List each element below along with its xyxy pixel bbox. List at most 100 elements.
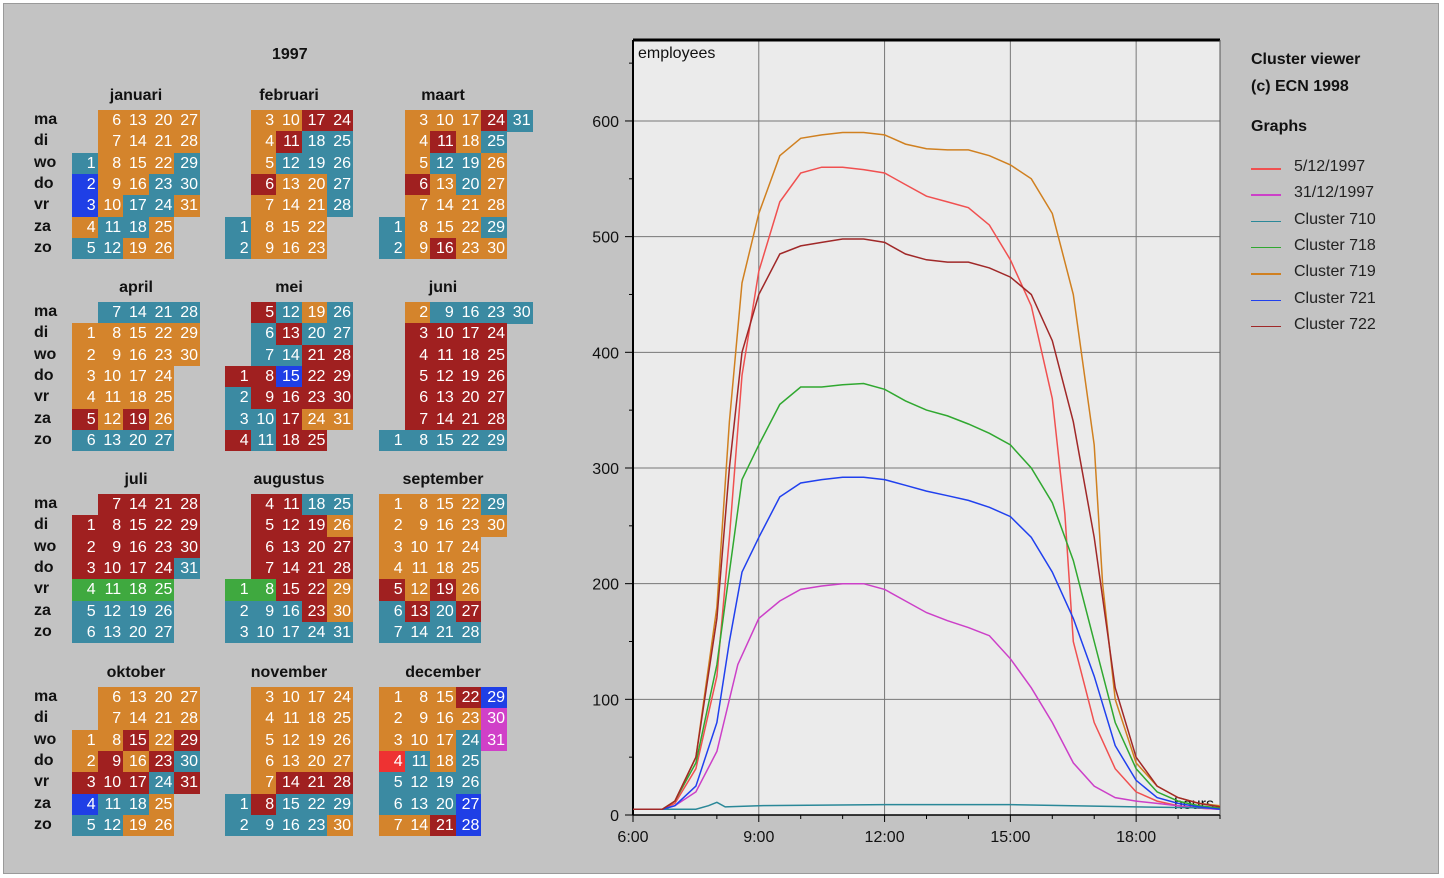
- calendar-day[interactable]: 19: [430, 772, 456, 794]
- calendar-day[interactable]: 20: [301, 536, 328, 559]
- calendar-day[interactable]: 9: [404, 708, 431, 730]
- calendar-day[interactable]: 29: [327, 579, 353, 601]
- calendar-day[interactable]: 6: [72, 429, 98, 452]
- calendar-day[interactable]: 15: [276, 365, 302, 388]
- calendar-day[interactable]: 6: [97, 687, 124, 709]
- calendar-day[interactable]: 18: [301, 131, 328, 153]
- calendar-day[interactable]: 26: [327, 302, 353, 324]
- calendar-day[interactable]: 22: [301, 216, 328, 238]
- calendar-day[interactable]: 26: [327, 515, 353, 537]
- calendar-day[interactable]: 3: [72, 557, 98, 580]
- calendar-day[interactable]: 18: [455, 131, 482, 153]
- calendar-day[interactable]: 27: [327, 323, 353, 345]
- calendar-day[interactable]: 14: [404, 814, 431, 837]
- calendar-day[interactable]: 30: [507, 302, 533, 324]
- calendar-day[interactable]: 6: [97, 110, 124, 132]
- calendar-day[interactable]: 20: [123, 621, 149, 644]
- calendar-day[interactable]: 17: [301, 110, 328, 132]
- calendar-day[interactable]: 5: [72, 600, 98, 622]
- calendar-day[interactable]: 24: [148, 557, 175, 580]
- calendar-day[interactable]: 2: [72, 173, 98, 196]
- calendar-day[interactable]: 20: [430, 793, 456, 815]
- calendar-day[interactable]: 24: [481, 110, 507, 132]
- calendar-day[interactable]: 27: [327, 536, 353, 559]
- calendar-day[interactable]: 4: [72, 387, 98, 409]
- calendar-day[interactable]: 11: [404, 557, 431, 580]
- calendar-day[interactable]: 10: [97, 365, 124, 388]
- calendar-day[interactable]: 25: [148, 579, 175, 601]
- calendar-day[interactable]: 16: [123, 344, 149, 367]
- calendar-day[interactable]: 3: [72, 365, 98, 388]
- calendar-day[interactable]: 1: [225, 793, 251, 815]
- calendar-day[interactable]: 6: [250, 323, 277, 345]
- calendar-day[interactable]: 27: [327, 173, 353, 196]
- calendar-day[interactable]: 18: [123, 793, 149, 815]
- calendar-day[interactable]: 11: [404, 750, 431, 773]
- calendar-day[interactable]: 22: [148, 729, 175, 752]
- calendar-day[interactable]: 13: [97, 429, 124, 452]
- calendar-day[interactable]: 8: [97, 729, 124, 752]
- calendar-day[interactable]: 25: [455, 557, 482, 580]
- legend-label[interactable]: Cluster 718: [1294, 236, 1376, 254]
- calendar-day[interactable]: 19: [301, 302, 328, 324]
- calendar-day[interactable]: 9: [404, 515, 431, 537]
- calendar-day[interactable]: 3: [404, 323, 431, 345]
- calendar-day[interactable]: 12: [97, 814, 124, 837]
- calendar-day[interactable]: 23: [148, 750, 175, 773]
- calendar-day[interactable]: 7: [404, 195, 431, 217]
- calendar-day[interactable]: 16: [123, 536, 149, 559]
- calendar-day[interactable]: 17: [276, 621, 302, 644]
- calendar-day[interactable]: 29: [481, 429, 507, 452]
- calendar-day[interactable]: 27: [455, 600, 482, 622]
- calendar-day[interactable]: 15: [276, 579, 302, 601]
- calendar-day[interactable]: 20: [455, 173, 482, 196]
- calendar-day[interactable]: 16: [430, 708, 456, 730]
- calendar-day[interactable]: 3: [250, 110, 277, 132]
- calendar-day[interactable]: 18: [430, 750, 456, 773]
- calendar-day[interactable]: 16: [430, 237, 456, 260]
- calendar-day[interactable]: 9: [404, 237, 431, 260]
- calendar-day[interactable]: 23: [455, 708, 482, 730]
- calendar-day[interactable]: 10: [97, 195, 124, 217]
- calendar-day[interactable]: 15: [430, 494, 456, 516]
- calendar-day[interactable]: 29: [174, 515, 200, 537]
- calendar-day[interactable]: 6: [72, 621, 98, 644]
- calendar-day[interactable]: 2: [225, 237, 251, 260]
- calendar-day[interactable]: 18: [455, 344, 482, 367]
- calendar-day[interactable]: 24: [455, 729, 482, 752]
- calendar-day[interactable]: 10: [430, 110, 456, 132]
- calendar-day[interactable]: 22: [455, 429, 482, 452]
- calendar-day[interactable]: 7: [379, 814, 405, 837]
- calendar-day[interactable]: 31: [174, 772, 200, 794]
- calendar-day[interactable]: 23: [148, 344, 175, 367]
- calendar-day[interactable]: 23: [301, 600, 328, 622]
- calendar-day[interactable]: 3: [225, 408, 251, 430]
- calendar-day[interactable]: 28: [174, 494, 200, 516]
- calendar-day[interactable]: 16: [430, 515, 456, 537]
- calendar-day[interactable]: 27: [148, 429, 175, 452]
- calendar-day[interactable]: 9: [97, 750, 124, 773]
- calendar-day[interactable]: 8: [404, 216, 431, 238]
- calendar-day[interactable]: 1: [72, 152, 98, 175]
- calendar-day[interactable]: 25: [481, 344, 507, 367]
- calendar-day[interactable]: 2: [379, 237, 405, 260]
- calendar-day[interactable]: 6: [404, 387, 431, 409]
- calendar-day[interactable]: 23: [455, 237, 482, 260]
- calendar-day[interactable]: 10: [250, 621, 277, 644]
- calendar-day[interactable]: 17: [455, 323, 482, 345]
- calendar-day[interactable]: 25: [148, 387, 175, 409]
- calendar-day[interactable]: 1: [379, 687, 405, 709]
- calendar-day[interactable]: 4: [250, 131, 277, 153]
- calendar-day[interactable]: 22: [455, 687, 482, 709]
- calendar-day[interactable]: 16: [276, 387, 302, 409]
- calendar-day[interactable]: 5: [404, 365, 431, 388]
- calendar-day[interactable]: 12: [404, 579, 431, 601]
- calendar-day[interactable]: 21: [148, 494, 175, 516]
- calendar-day[interactable]: 23: [301, 814, 328, 837]
- calendar-day[interactable]: 9: [97, 173, 124, 196]
- calendar-day[interactable]: 21: [301, 344, 328, 367]
- calendar-day[interactable]: 18: [301, 708, 328, 730]
- calendar-day[interactable]: 5: [72, 814, 98, 837]
- calendar-day[interactable]: 11: [276, 131, 302, 153]
- calendar-day[interactable]: 14: [123, 302, 149, 324]
